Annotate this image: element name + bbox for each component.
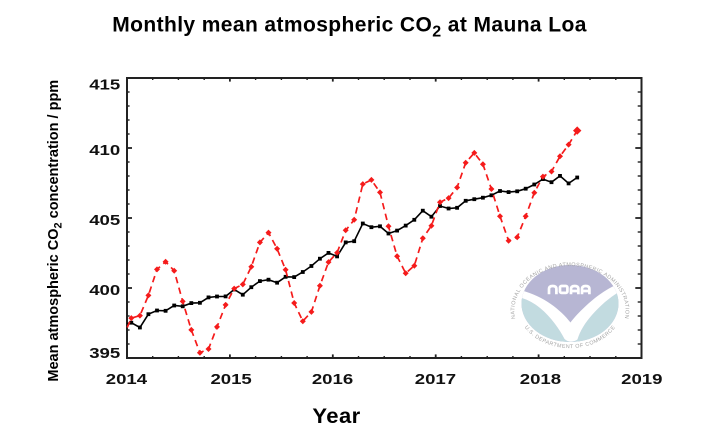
svg-text:410: 410 bbox=[89, 142, 120, 159]
svg-text:2017: 2017 bbox=[415, 371, 456, 388]
svg-text:2016: 2016 bbox=[312, 371, 353, 388]
svg-text:395: 395 bbox=[89, 345, 120, 362]
svg-text:Year: Year bbox=[312, 404, 360, 427]
svg-text:2014: 2014 bbox=[106, 371, 148, 388]
svg-text:400: 400 bbox=[89, 282, 120, 299]
svg-text:2015: 2015 bbox=[210, 371, 251, 388]
svg-text:415: 415 bbox=[89, 76, 120, 93]
svg-text:Mean atmospheric CO2 concentra: Mean atmospheric CO2 concentration / ppm bbox=[46, 80, 65, 382]
svg-text:405: 405 bbox=[89, 212, 120, 229]
svg-text:2019: 2019 bbox=[621, 371, 662, 388]
svg-text:2018: 2018 bbox=[520, 371, 561, 388]
svg-text:Monthly mean atmospheric CO2 a: Monthly mean atmospheric CO2 at Mauna Lo… bbox=[112, 14, 587, 41]
